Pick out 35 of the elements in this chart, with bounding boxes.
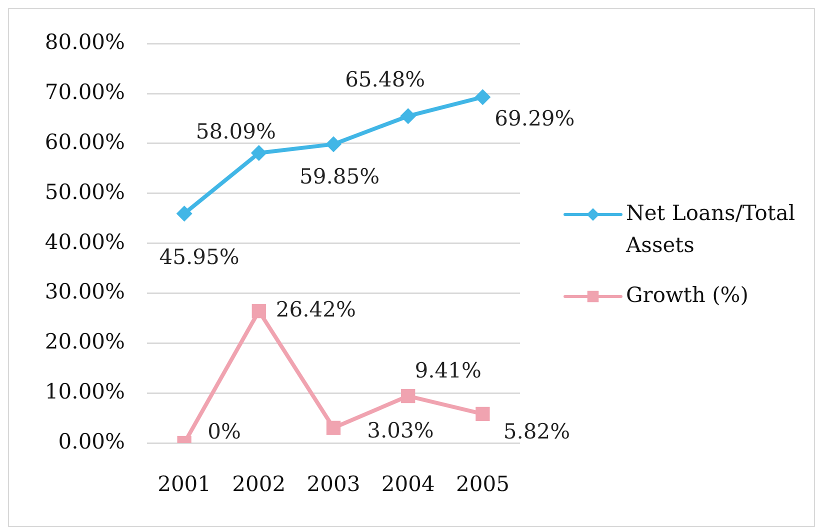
point [476, 406, 490, 422]
y-tick-label: 30.00% [44, 280, 125, 304]
legend-label: Net Loans/Total Assets [625, 200, 796, 257]
x-tick-label: 2001 [158, 472, 212, 496]
x-tick-label: 2003 [306, 472, 360, 496]
data-label: 58.09% [196, 119, 276, 144]
x-tick-label: 2005 [456, 472, 510, 496]
data-label: 59.85% [299, 164, 380, 189]
x-tick-label: 2004 [381, 472, 435, 496]
data-label: 45.95% [159, 245, 240, 270]
point [176, 206, 192, 222]
data-label: 26.42% [276, 298, 356, 322]
y-tick-label: 10.00% [44, 380, 125, 404]
y-tick-label: 0.00% [58, 429, 125, 454]
data-label: 9.41% [414, 358, 482, 382]
y-tick-label: 60.00% [44, 130, 125, 154]
point [400, 108, 416, 124]
data-label: 65.48% [345, 68, 426, 92]
point [326, 420, 341, 435]
legend-label: Growth (%) [626, 282, 748, 307]
y-tick-label: 70.00% [44, 80, 125, 104]
y-tick-label: 40.00% [44, 230, 125, 254]
point [250, 144, 267, 161]
y-tick-label: 50.00% [44, 180, 125, 204]
point [326, 136, 342, 152]
point [252, 304, 266, 318]
y-tick-label: 80.00% [44, 30, 125, 54]
data-label: 0% [208, 419, 241, 444]
x-tick-label: 2002 [232, 472, 286, 496]
data-label: 5.82% [503, 419, 570, 444]
point [474, 89, 491, 106]
data-label: 69.29% [494, 106, 575, 131]
point [401, 388, 416, 404]
y-tick-label: 20.00% [44, 330, 125, 354]
data-label: 3.03% [367, 418, 434, 442]
